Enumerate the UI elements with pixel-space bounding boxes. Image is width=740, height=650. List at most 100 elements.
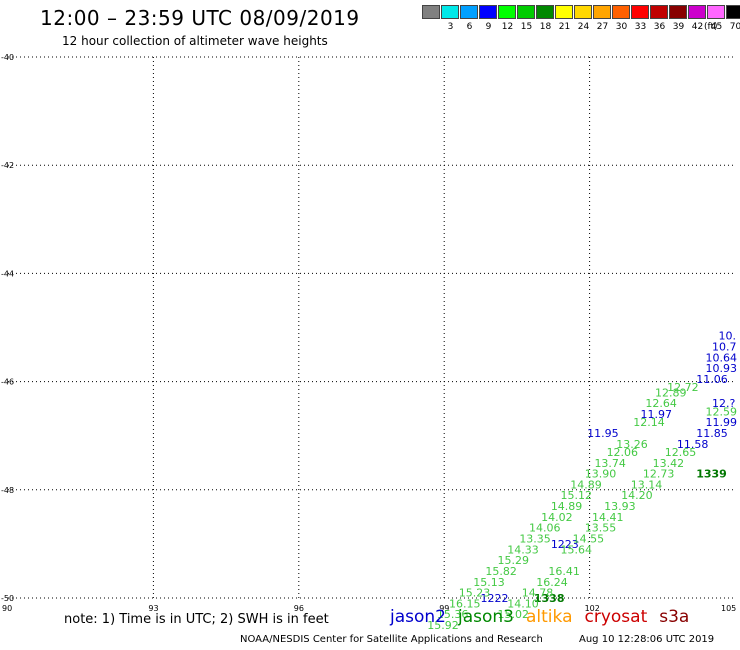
legend-swatch-label: 6: [466, 22, 473, 32]
lat-tick-label: -44: [1, 269, 14, 278]
legend-swatch-label: 27: [596, 22, 609, 32]
wave-height-label: 16.15: [449, 597, 481, 610]
wave-height-label: 14.41: [592, 511, 624, 524]
lon-tick-label: 90: [2, 604, 12, 613]
wave-height-label: 13.90: [585, 468, 617, 481]
wave-height-label: 12.65: [665, 446, 697, 459]
wave-height-label: 14.20: [621, 489, 653, 502]
wave-height-label: 13.93: [604, 500, 636, 513]
legend-swatch: [669, 5, 687, 19]
legend-swatch-label: 21: [558, 22, 571, 32]
legend-swatch: [688, 5, 706, 19]
wave-height-label: 11.99: [706, 416, 738, 429]
wave-height-label: 12.59: [706, 405, 738, 418]
wave-height-label: 13.26: [616, 438, 648, 451]
legend-swatch: [517, 5, 535, 19]
wave-height-label: 14.33: [507, 543, 539, 556]
wave-height-label: 13.42: [653, 457, 685, 470]
legend-swatch: [479, 5, 497, 19]
wave-height-label: 15.92: [427, 619, 459, 632]
legend-unit: (ft): [704, 22, 718, 32]
satellite-key-jason3: jason3: [458, 607, 514, 627]
legend-swatch: [593, 5, 611, 19]
wave-height-label: 15.29: [498, 554, 529, 567]
legend-swatch-label: 9: [485, 22, 492, 32]
generated-timestamp: Aug 10 12:28:06 UTC 2019: [579, 634, 715, 645]
legend-swatch: [650, 5, 668, 19]
satellite-key-altika: altika: [526, 607, 573, 627]
legend-swatch-label: 18: [539, 22, 552, 32]
map-title: 12:00 – 23:59 UTC 08/09/2019: [40, 6, 360, 30]
credit-line: NOAA/NESDIS Center for Satellite Applica…: [240, 634, 543, 645]
wave-height-label: 13.55: [585, 522, 617, 535]
wave-height-label: 14.02: [541, 511, 573, 524]
wave-height-label: 11.06: [696, 373, 728, 386]
legend-swatch-label: 24: [577, 22, 590, 32]
legend-swatch-label: 45: [710, 22, 723, 32]
wave-height-label: 15.36: [437, 608, 469, 621]
legend-swatch: [441, 5, 459, 19]
lon-tick-label: 102: [585, 604, 600, 613]
wave-height-label: 10.93: [706, 362, 738, 375]
lat-tick-label: -50: [1, 594, 14, 603]
legend-swatch-label: 42: [691, 22, 704, 32]
legend-swatch-label: 70: [729, 22, 740, 32]
legend-swatch: [555, 5, 573, 19]
lon-tick-label: 105: [721, 604, 736, 613]
satellite-key-jason2: jason2: [390, 607, 446, 627]
wave-height-label: 14.10: [507, 597, 539, 610]
satellite-key: jason2 jason3 altika cryosat s3a: [390, 607, 689, 627]
wave-height-label: 12.64: [645, 397, 677, 410]
legend-swatch: [574, 5, 592, 19]
wave-height-label: 15.12: [561, 489, 593, 502]
wave-height-label: 11.95: [587, 427, 619, 440]
wave-height-label: 11.97: [640, 408, 672, 421]
wave-height-label: 1223: [551, 538, 579, 551]
wave-height-label: 15.64: [561, 543, 593, 556]
legend-swatch: [726, 5, 740, 19]
legend-swatch: [422, 5, 440, 19]
wave-height-label: 12.14: [633, 416, 665, 429]
legend-swatch-label: 12: [501, 22, 514, 32]
wave-height-label: 13.74: [594, 457, 626, 470]
lat-tick-label: -40: [1, 53, 14, 62]
wave-height-label: 1339: [696, 468, 727, 481]
wave-height-label: 15.23: [459, 587, 491, 600]
wave-height-label: 14.78: [522, 587, 554, 600]
lat-tick-label: -42: [1, 161, 14, 170]
wave-height-label: 10.: [719, 330, 737, 343]
wave-height-label: 15.13: [473, 576, 505, 589]
wave-height-label: 10.64: [706, 351, 738, 364]
wave-height-label: 15.02: [498, 608, 529, 621]
wave-height-label: 13.14: [631, 478, 663, 491]
legend-swatch-label: 39: [672, 22, 685, 32]
legend-swatch-label: 3: [447, 22, 454, 32]
legend-swatch: [460, 5, 478, 19]
wave-height-label: 10.7: [712, 340, 737, 353]
map-subtitle: 12 hour collection of altimeter wave hei…: [62, 34, 328, 48]
wave-height-label: 1222: [481, 592, 509, 605]
legend-swatch-label: 30: [615, 22, 628, 32]
wave-height-label: 12.06: [607, 446, 639, 459]
wave-height-label: 14.89: [551, 500, 583, 513]
wave-height-label: 16.41: [548, 565, 580, 578]
lat-tick-label: -48: [1, 486, 14, 495]
legend-swatch: [631, 5, 649, 19]
lon-tick-label: 93: [148, 604, 158, 613]
wave-height-label: 12.89: [655, 386, 687, 399]
legend-swatch: [536, 5, 554, 19]
legend-swatch-label: 36: [653, 22, 666, 32]
wave-height-label: 12.73: [643, 468, 675, 481]
satellite-key-s3a: s3a: [659, 607, 690, 627]
footer-note: note: 1) Time is in UTC; 2) SWH is in fe…: [64, 612, 329, 627]
wave-height-label: 11.58: [677, 438, 709, 451]
wave-height-label: 14.55: [573, 532, 605, 545]
wave-height-label: 16.24: [536, 576, 568, 589]
lon-tick-label: 96: [294, 604, 304, 613]
legend-swatch-label: 33: [634, 22, 647, 32]
wave-height-label: 1338: [534, 592, 565, 605]
wave-height-label: 12.?: [712, 397, 735, 410]
lon-tick-label: 99: [439, 604, 449, 613]
wave-height-label: 14.06: [529, 522, 561, 535]
